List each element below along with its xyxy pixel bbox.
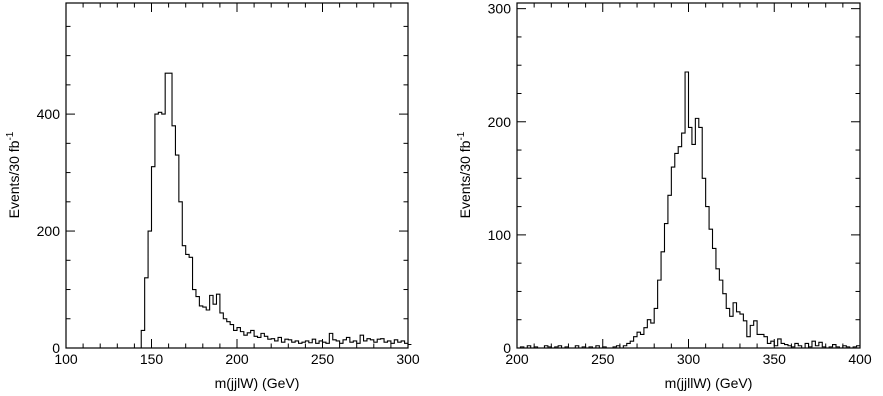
y-tick-label: 100 bbox=[488, 227, 512, 243]
y-tick-label: 400 bbox=[37, 106, 61, 122]
x-tick-label: 350 bbox=[763, 351, 787, 367]
x-tick-label: 250 bbox=[591, 351, 615, 367]
y-axis-title: Events/30 fb-1 bbox=[5, 131, 22, 218]
right-histogram-panel: 200 250 300 350 400 0 100 200 300 m(jjllW) (GeV) E… bbox=[456, 1, 872, 391]
x-tick-label: 300 bbox=[677, 351, 701, 367]
x-axis-title: m(jjllW) (GeV) bbox=[665, 375, 753, 391]
x-tick-label: 150 bbox=[140, 351, 164, 367]
y-tick-label: 200 bbox=[488, 114, 512, 130]
y-axis-title: Events/30 fb-1 bbox=[456, 131, 473, 218]
plot-frame bbox=[516, 2, 861, 349]
x-tick-label: 100 bbox=[54, 351, 78, 367]
y-tick-label: 0 bbox=[503, 340, 511, 356]
y-axis-title-superscript: -1 bbox=[456, 131, 467, 140]
x-tick-label: 200 bbox=[225, 351, 249, 367]
histogram-series-line bbox=[137, 72, 412, 349]
x-axis-title: m(jjlW) (GeV) bbox=[215, 375, 300, 391]
y-tick-label: 0 bbox=[52, 340, 60, 356]
y-tick-label: 200 bbox=[37, 223, 61, 239]
histogram-series-line bbox=[517, 71, 860, 349]
y-axis-title-superscript: -1 bbox=[5, 131, 16, 140]
left-histogram-panel: 100 150 200 250 300 0 200 400 m(jjlW) (GeV) Event… bbox=[5, 2, 420, 391]
x-tick-label: 250 bbox=[311, 351, 335, 367]
x-tick-label: 300 bbox=[396, 351, 420, 367]
x-tick-label: 400 bbox=[848, 351, 872, 367]
plot-frame bbox=[65, 2, 409, 349]
y-tick-label: 300 bbox=[488, 1, 512, 17]
x-tick-label: 200 bbox=[505, 351, 529, 367]
